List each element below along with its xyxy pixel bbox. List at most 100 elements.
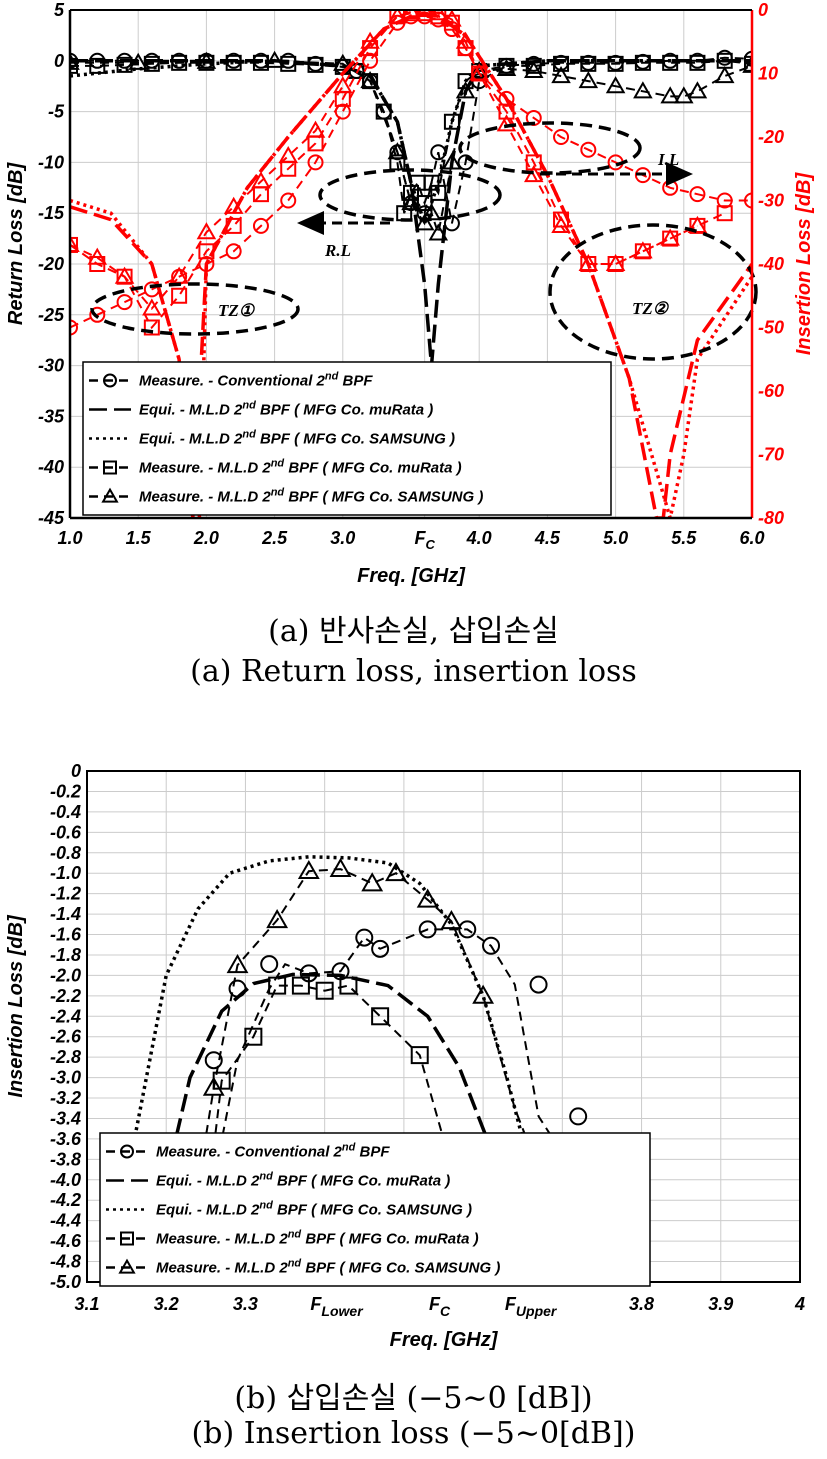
- chartA-series-4-marker-2: [196, 51, 217, 69]
- chartB-ytick-6: -1.2: [50, 884, 81, 904]
- chartA-series-3-marker-14: [389, 154, 406, 171]
- chartA-series-3-marker-31: [689, 54, 706, 71]
- chartA-series-9-marker-18: [469, 63, 489, 81]
- chartA-y2tick-4: -40: [758, 254, 784, 274]
- chartA-series-line-5: [70, 15, 752, 329]
- chartB-series-4-marker-6: [385, 861, 407, 882]
- chartA-series-9-marker-2: [114, 266, 135, 284]
- chartB-ytick-8: -1.6: [50, 925, 82, 945]
- chartB-ytick-16: -3.2: [50, 1088, 81, 1108]
- chartA-ytick-0: 5: [54, 0, 65, 20]
- chartA-series-8-marker-3: [143, 319, 160, 336]
- chartA-series-4-marker-21: [674, 86, 694, 104]
- chartB-ytick-22: -4.4: [50, 1211, 81, 1231]
- chartA-series-3-marker-3: [143, 55, 160, 72]
- chartB-series-4-marker-3: [297, 859, 320, 880]
- chartA-series-9-marker-24: [633, 241, 653, 259]
- caption-a-korean: (a) 반사손실, 삽입손실: [268, 614, 559, 649]
- chartB-xtick-6: 3.8: [629, 1294, 654, 1314]
- chartB-xtick-3: FLower: [310, 1294, 364, 1319]
- chartA-ytick-8: -35: [38, 406, 65, 426]
- chartB-ytick-19: -3.8: [50, 1149, 81, 1169]
- chartB-ytick-17: -3.4: [50, 1108, 81, 1128]
- chartA-series-4-marker-24: [742, 55, 752, 73]
- chartB-series-line-4: [181, 868, 595, 1282]
- chartA-series-3-marker-30: [662, 54, 679, 71]
- chartA-xtick-6: 4.0: [466, 528, 492, 548]
- chartB-legend-marker-0: [120, 1144, 134, 1159]
- chartA-series-line-3: [70, 59, 752, 214]
- caption-a-english: (a) Return loss, insertion loss: [190, 654, 637, 689]
- chartA-series-9-marker-9: [305, 120, 326, 138]
- chartB-ytick-20: -4.0: [50, 1170, 81, 1190]
- chartA-xtick-9: 5.5: [671, 528, 697, 548]
- chartA-series-3-marker-26: [553, 55, 570, 72]
- chartB-legend: Measure. - Conventional 2nd BPF Equi. - M…: [99, 1132, 651, 1287]
- chartA-y2tick-6: -60: [758, 381, 784, 401]
- chartB-legend-label-0: Measure. - Conventional 2nd BPF: [156, 1142, 390, 1161]
- chartA-series-3-marker-1: [89, 57, 106, 74]
- chartB-ytick-7: -1.4: [50, 904, 81, 924]
- chartB-ytick-18: -3.6: [50, 1129, 82, 1149]
- chartB-xtick-4: FC: [429, 1294, 451, 1319]
- chartA-series-9-marker-8: [278, 145, 299, 164]
- chartA-series-9-marker-11: [360, 31, 380, 49]
- chartB-ytick-14: -2.8: [50, 1047, 81, 1067]
- chartA-ytick-5: -20: [38, 254, 64, 274]
- chartA-annotation-label-1: TZ②: [632, 299, 670, 318]
- chartA-series-4-marker-12: [455, 81, 476, 99]
- chartB-series-0-marker-6: [371, 939, 390, 958]
- chartB-series-3-marker-6: [371, 1007, 390, 1026]
- chartA-legend-label-1: Equi. - M.L.D 2nd BPF ( MFG Co. muRata ): [139, 400, 433, 419]
- chartA-series-9-marker-14: [414, 10, 435, 18]
- chartB-series-4-marker-1: [226, 953, 249, 974]
- chartA-series-9-marker-26: [687, 215, 708, 233]
- chartB-legend-marker-3: [120, 1231, 134, 1246]
- chartA-series-5-marker-21: [553, 129, 570, 145]
- chartB-series-4-marker-5: [361, 872, 384, 892]
- chartA-series-8-marker-6: [225, 217, 242, 234]
- chartA-series-4-marker-17: [578, 71, 599, 89]
- chartA-series-9-marker-10: [333, 76, 353, 94]
- chartA-series-9-marker-12: [387, 10, 408, 24]
- chartB-ytick-9: -1.8: [50, 945, 81, 965]
- chartA-series-5-marker-22: [580, 141, 597, 158]
- chartA-series-4-marker-20: [660, 86, 680, 104]
- chartA-series-9-marker-6: [223, 196, 244, 214]
- chartB-ytick-3: -0.6: [50, 822, 82, 842]
- chartB-series-3-marker-4: [315, 981, 334, 1000]
- chartA-series-line-9: [70, 10, 698, 311]
- chartA-xtick-3: 2.5: [261, 528, 288, 548]
- chartA-series-3-marker-25: [525, 57, 542, 74]
- chartB-xtick-2: 3.3: [233, 1294, 258, 1314]
- chartA-series-5-marker-27: [716, 192, 733, 209]
- chartA-xtick-2: 2.0: [193, 528, 219, 548]
- chartA-ytick-2: -5: [48, 102, 65, 122]
- chartA-annotation-ellipse-3: [548, 223, 758, 361]
- chartA-legend-marker-4: [101, 487, 119, 503]
- chartA-ytick-10: -45: [38, 508, 65, 528]
- chartA-ytick-1: 0: [54, 51, 64, 71]
- chartA-series-5-marker-26: [689, 186, 706, 203]
- caption-b-english: (b) Insertion loss (−5∼0[dB]): [191, 1416, 636, 1451]
- chartB-legend-label-4: Measure. - M.L.D 2nd BPF ( MFG Co. SAMSU…: [156, 1258, 500, 1277]
- chartA-series-4-marker-18: [605, 76, 626, 94]
- chartB-series-3-marker-5: [339, 976, 358, 995]
- chartB-ytick-23: -4.6: [50, 1231, 82, 1251]
- chartA-y-axis-label: Return Loss [dB]: [5, 162, 27, 326]
- chartA-series-4-marker-9: [421, 203, 442, 221]
- chartA-y2tick-8: -80: [758, 508, 784, 528]
- chartA-series-4-marker-7: [401, 192, 421, 211]
- chartA-series-4-marker-14: [496, 58, 517, 76]
- chartA-legend-marker-0: [103, 373, 117, 388]
- chartA-series-9-marker-21: [551, 215, 571, 233]
- chartB-ytick-13: -2.6: [50, 1027, 82, 1047]
- chartB-series-0-marker-9: [482, 936, 501, 955]
- chartA-series-4-marker-5: [360, 71, 380, 89]
- chartA-series-8-marker-5: [198, 243, 215, 260]
- chartB-xtick-0: 3.1: [74, 1294, 99, 1314]
- chartA-series-3-marker-6: [225, 54, 242, 71]
- chartA-series-8-marker-27: [716, 205, 733, 222]
- chartB-legend-marker-4: [118, 1258, 136, 1274]
- chartB-ytick-21: -4.2: [50, 1190, 81, 1210]
